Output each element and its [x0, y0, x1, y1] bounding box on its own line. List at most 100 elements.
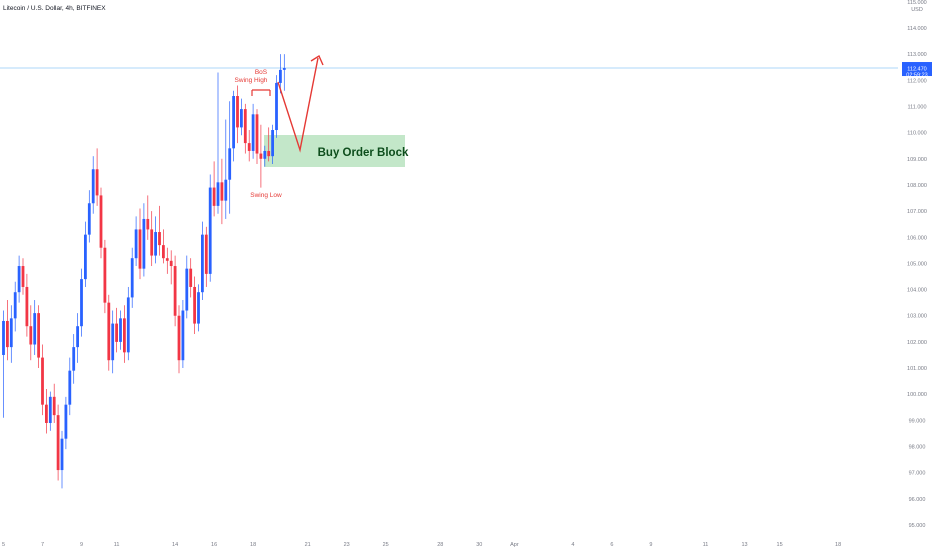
candle[interactable] — [17, 255, 21, 303]
candle[interactable] — [240, 98, 243, 136]
candle[interactable] — [41, 344, 44, 416]
candle[interactable] — [29, 305, 33, 361]
candle[interactable] — [126, 286, 130, 361]
candle[interactable] — [13, 281, 17, 332]
candle[interactable] — [173, 255, 177, 327]
candle-body — [17, 266, 21, 293]
candle[interactable] — [165, 247, 169, 274]
candle-body — [130, 258, 134, 298]
candle[interactable] — [275, 75, 278, 138]
candle[interactable] — [25, 273, 29, 337]
candle-body — [76, 326, 79, 348]
candle[interactable] — [232, 90, 235, 162]
order-block-zone[interactable] — [264, 135, 405, 167]
candle[interactable] — [169, 250, 173, 285]
candle[interactable] — [247, 130, 251, 162]
candle[interactable] — [267, 127, 271, 162]
y-tick-label: 99.000 — [909, 418, 926, 424]
candle[interactable] — [154, 216, 157, 264]
candle[interactable] — [201, 221, 204, 301]
x-tick-label: 6 — [610, 542, 613, 548]
candle[interactable] — [216, 72, 220, 214]
candle[interactable] — [2, 310, 5, 418]
candle[interactable] — [255, 109, 259, 165]
candle[interactable] — [119, 310, 122, 350]
candle-body — [25, 286, 29, 327]
candle[interactable] — [33, 300, 37, 355]
candle[interactable] — [45, 388, 48, 434]
candle-body — [21, 266, 25, 287]
candle[interactable] — [158, 205, 161, 256]
candle[interactable] — [84, 221, 87, 287]
candle-body — [123, 318, 126, 353]
candle[interactable] — [37, 305, 40, 369]
candle[interactable] — [177, 305, 181, 374]
candle-body — [72, 347, 76, 371]
candle-body — [33, 313, 37, 345]
chart-title: Litecoin / U.S. Dollar, 4h, BITFINEX — [3, 5, 106, 12]
candle[interactable] — [208, 174, 212, 282]
candle[interactable] — [259, 124, 263, 188]
candle[interactable] — [243, 103, 247, 154]
candle[interactable] — [134, 216, 138, 267]
candle[interactable] — [150, 211, 154, 267]
candle[interactable] — [64, 396, 68, 450]
candle[interactable] — [224, 119, 228, 219]
candle[interactable] — [123, 305, 126, 363]
candle-body — [243, 109, 247, 144]
swing-high-line — [251, 89, 271, 96]
candle[interactable] — [60, 430, 64, 489]
candle[interactable] — [21, 258, 25, 295]
candle[interactable] — [282, 54, 286, 91]
candle[interactable] — [138, 208, 142, 280]
projection-path[interactable] — [277, 54, 324, 153]
candle[interactable] — [52, 383, 56, 423]
candle[interactable] — [236, 85, 239, 144]
candle[interactable] — [279, 54, 282, 94]
candle[interactable] — [146, 195, 150, 240]
candle[interactable] — [204, 226, 208, 287]
candle[interactable] — [197, 284, 200, 332]
candle[interactable] — [103, 239, 107, 314]
candle[interactable] — [185, 255, 189, 319]
candle[interactable] — [9, 305, 13, 363]
candle[interactable] — [181, 300, 185, 369]
candle[interactable] — [162, 229, 165, 264]
candle[interactable] — [142, 203, 146, 277]
candle[interactable] — [68, 357, 72, 416]
candle[interactable] — [99, 187, 103, 259]
candle-body — [197, 292, 200, 324]
candle[interactable] — [228, 101, 232, 214]
candle[interactable] — [263, 145, 267, 167]
candle[interactable] — [130, 247, 134, 308]
candle[interactable] — [56, 404, 60, 481]
candle[interactable] — [91, 156, 95, 214]
y-tick-label: 109.000 — [907, 157, 927, 163]
candle-body — [56, 415, 60, 471]
candle[interactable] — [189, 258, 193, 298]
candle-body — [201, 234, 204, 293]
candle[interactable] — [72, 334, 76, 384]
candle-body — [185, 268, 189, 311]
candle[interactable] — [95, 148, 99, 206]
candle[interactable] — [6, 300, 9, 361]
candle-body — [165, 258, 169, 261]
candle[interactable] — [107, 294, 111, 371]
candle[interactable] — [115, 307, 118, 353]
candle[interactable] — [87, 190, 91, 243]
candle[interactable] — [193, 276, 196, 335]
countdown-value: 02:59:23 — [906, 73, 927, 79]
y-tick-label: 111.000 — [907, 104, 926, 110]
candle[interactable] — [111, 310, 115, 374]
candle[interactable] — [212, 161, 216, 217]
candle-body — [189, 268, 193, 287]
candle[interactable] — [80, 268, 83, 337]
candle[interactable] — [271, 124, 274, 165]
candle[interactable] — [220, 158, 224, 225]
order-block-label: Buy Order Block — [318, 147, 409, 159]
candle[interactable] — [251, 103, 255, 159]
candle[interactable] — [76, 313, 79, 363]
candle[interactable] — [48, 391, 52, 431]
